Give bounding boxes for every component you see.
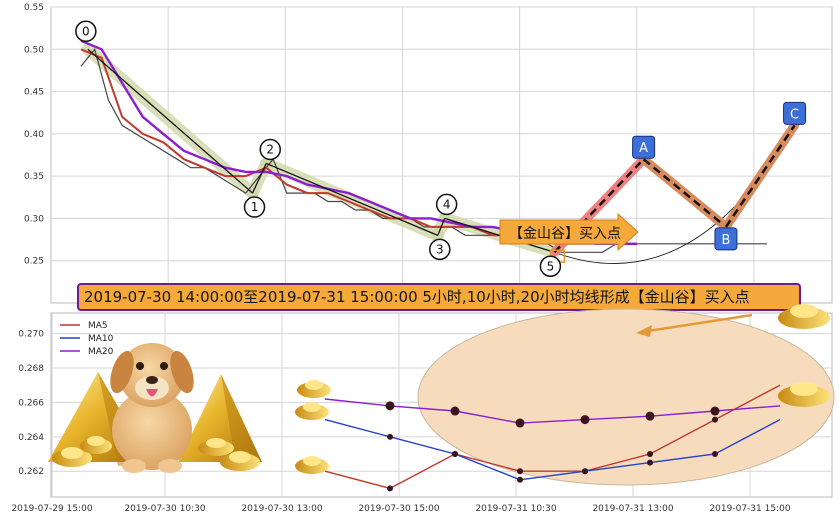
wave-point-label: 4 xyxy=(443,197,451,211)
wave-point-label: 3 xyxy=(436,242,444,256)
lower-x-tick: 2019-07-29 15:00 xyxy=(11,504,92,514)
upper-panel: 0.25 0.30 0.35 0.40 0.45 0.50 0.55 0 1 2 3 4 5 A B C xyxy=(24,3,833,304)
lower-series xyxy=(324,384,781,492)
lower-y-tick: 0.264 xyxy=(18,433,44,443)
gold-ingot-end-icon xyxy=(778,382,830,407)
projection-dash-segment xyxy=(553,158,645,254)
projection-point-marker xyxy=(632,135,656,159)
banner-box xyxy=(77,283,801,311)
upper-y-tick: 0.35 xyxy=(24,172,44,182)
lower-series-point xyxy=(710,406,720,416)
projection-point-label: C xyxy=(790,107,799,122)
gold-ingot-ma5-start-icon xyxy=(295,456,329,474)
lower-series-point xyxy=(580,415,590,425)
lower-series-point xyxy=(385,401,395,411)
pointer-arrow xyxy=(636,313,753,337)
wave-point-marker xyxy=(435,193,458,216)
lower-series-line xyxy=(324,384,781,490)
lower-series-point xyxy=(452,451,458,458)
lower-x-tick: 2019-07-31 13:00 xyxy=(592,504,673,514)
lower-series-point xyxy=(450,406,460,416)
wave-lines xyxy=(87,48,795,264)
lower-y-tick: 0.262 xyxy=(18,467,44,477)
puppy-icon xyxy=(110,343,194,473)
projection-point-marker xyxy=(714,227,738,251)
upper-y-tick: 0.40 xyxy=(24,130,44,140)
lower-series-point xyxy=(647,459,653,466)
wave-point-marker xyxy=(539,255,562,278)
wave-line-segment xyxy=(265,162,439,236)
wave-line-segment xyxy=(251,163,267,194)
lower-series-line xyxy=(324,398,781,424)
wave-point-marker xyxy=(75,20,97,43)
lower-series-point xyxy=(517,476,523,483)
projection-dash-segment xyxy=(642,158,727,228)
lower-series-point xyxy=(647,451,653,458)
lower-y-tick: 0.266 xyxy=(18,398,44,408)
wave-point-label: 0 xyxy=(82,24,90,38)
wave-point-marker xyxy=(429,238,451,261)
highlight-ellipse xyxy=(417,308,835,486)
banner-text: 2019-07-30 14:00:00至2019-07-31 15:00:00 … xyxy=(84,288,750,306)
wave-point-marker xyxy=(243,196,266,218)
signal-banner: 2019-07-30 14:00:00至2019-07-31 15:00:00 … xyxy=(77,283,801,311)
legend-label: MA5 xyxy=(88,321,108,331)
lower-x-tick: 2019-07-30 15:00 xyxy=(358,504,439,514)
lower-series-point xyxy=(712,416,718,423)
pointer-arrow-shaft xyxy=(647,313,753,333)
wave-line-segment xyxy=(87,48,253,194)
lower-series-line xyxy=(324,418,781,481)
lower-series-point xyxy=(387,433,393,440)
lower-series-point xyxy=(645,411,655,421)
lower-y-tick: 0.268 xyxy=(18,364,44,374)
pointer-arrow-head xyxy=(636,325,652,337)
wave-line-segment xyxy=(437,218,446,236)
projection-point-marker xyxy=(783,101,807,125)
gold-ingot-ma20-start-icon xyxy=(297,380,331,398)
golden-valley-callout: 【金山谷】买入点 xyxy=(499,212,639,252)
legend-label: MA20 xyxy=(88,347,114,357)
gold-pyramid-right-icon xyxy=(178,374,262,466)
gold-ingot-ma10-start-icon xyxy=(295,402,329,420)
upper-grid xyxy=(51,6,832,303)
projection-point-label: A xyxy=(639,141,648,156)
upper-y-tick: 0.45 xyxy=(24,88,44,98)
lower-x-tick: 2019-07-30 10:30 xyxy=(124,504,205,514)
lower-series-point xyxy=(517,468,523,475)
lower-x-tick-labels: 2019-07-29 15:00 2019-07-30 10:30 2019-07-… xyxy=(11,504,790,514)
upper-y-tick: 0.25 xyxy=(24,257,44,267)
lower-series-point xyxy=(582,468,588,475)
gold-ingots-right-icon xyxy=(198,438,260,471)
gold-ingots-left-icon xyxy=(52,436,112,467)
projection-point-label: B xyxy=(721,233,730,248)
wave-point-marker xyxy=(259,138,281,161)
upper-series-line xyxy=(80,48,768,253)
lower-x-tick: 2019-07-30 13:00 xyxy=(241,504,322,514)
wave-labels: 0 1 2 3 4 5 A B C xyxy=(75,20,807,278)
wave-point-label: 2 xyxy=(266,142,274,156)
upper-y-tick-labels: 0.25 0.30 0.35 0.40 0.45 0.50 0.55 xyxy=(24,3,44,267)
legend-label: MA10 xyxy=(88,334,114,344)
lower-y-tick-labels: 0.262 0.264 0.266 0.268 0.270 xyxy=(18,330,44,478)
upper-y-tick: 0.30 xyxy=(24,214,44,224)
ma-legend: MA5 MA10 MA20 xyxy=(60,321,114,357)
callout-arrow-shape xyxy=(499,212,639,252)
lower-series-point xyxy=(712,451,718,458)
upper-y-tick: 0.50 xyxy=(24,45,44,55)
lower-y-tick: 0.270 xyxy=(18,330,44,340)
callout-text: 【金山谷】买入点 xyxy=(509,226,621,242)
wave-point-label: 5 xyxy=(547,259,555,273)
lower-series-point xyxy=(515,418,525,428)
lower-series-point xyxy=(387,485,393,492)
upper-y-tick: 0.55 xyxy=(24,3,44,13)
wave-point-label: 1 xyxy=(251,200,259,214)
gold-ingot-top-right-icon xyxy=(778,304,830,329)
lower-x-tick: 2019-07-31 15:00 xyxy=(709,504,790,514)
lower-x-tick: 2019-07-31 10:30 xyxy=(475,504,556,514)
projection-dash-segment xyxy=(724,124,796,228)
